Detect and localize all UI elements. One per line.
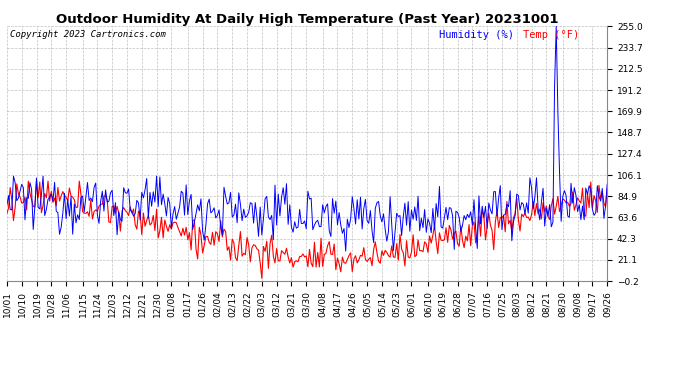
Text: Temp (°F): Temp (°F) [523, 30, 580, 40]
Text: Copyright 2023 Cartronics.com: Copyright 2023 Cartronics.com [10, 30, 166, 39]
Text: Humidity (%): Humidity (%) [439, 30, 514, 40]
Title: Outdoor Humidity At Daily High Temperature (Past Year) 20231001: Outdoor Humidity At Daily High Temperatu… [56, 13, 558, 26]
